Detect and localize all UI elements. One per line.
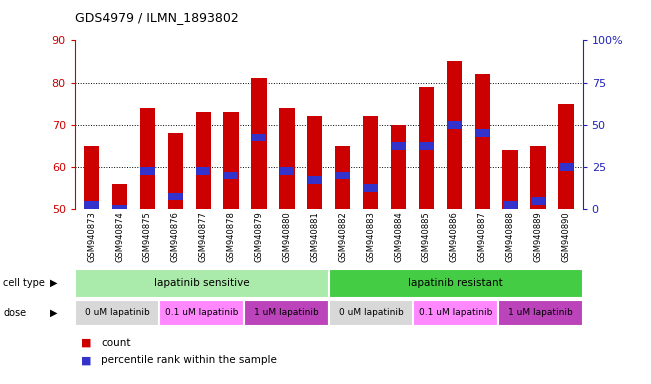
Text: dose: dose: [3, 308, 27, 318]
Bar: [279, 108, 294, 209]
Text: GSM940873: GSM940873: [87, 211, 96, 262]
Bar: [419, 87, 434, 209]
Text: lapatinib resistant: lapatinib resistant: [408, 278, 503, 288]
Bar: [112, 205, 127, 213]
Bar: [531, 146, 546, 209]
Bar: [75, 269, 329, 298]
Text: GSM940885: GSM940885: [422, 211, 431, 262]
Bar: [531, 197, 546, 205]
Bar: [252, 134, 266, 141]
Text: GSM940888: GSM940888: [506, 211, 514, 262]
Text: GSM940877: GSM940877: [199, 211, 208, 262]
Text: 0 uM lapatinib: 0 uM lapatinib: [339, 308, 404, 317]
Text: GSM940878: GSM940878: [227, 211, 236, 262]
Text: GSM940874: GSM940874: [115, 211, 124, 262]
Text: ▶: ▶: [50, 278, 58, 288]
Bar: [391, 142, 406, 150]
Bar: [251, 78, 267, 209]
Bar: [559, 163, 573, 171]
Bar: [329, 300, 413, 326]
Text: GSM940879: GSM940879: [255, 211, 264, 262]
Bar: [447, 61, 462, 209]
Bar: [168, 133, 183, 209]
Text: percentile rank within the sample: percentile rank within the sample: [101, 355, 277, 365]
Bar: [224, 172, 238, 179]
Bar: [391, 125, 406, 209]
Bar: [363, 184, 378, 192]
Text: 0.1 uM lapatinib: 0.1 uM lapatinib: [165, 308, 238, 317]
Bar: [335, 146, 350, 209]
Text: GDS4979 / ILMN_1893802: GDS4979 / ILMN_1893802: [75, 12, 239, 25]
Text: GSM940884: GSM940884: [394, 211, 403, 262]
Bar: [498, 300, 583, 326]
Bar: [112, 184, 127, 209]
Text: ■: ■: [81, 338, 92, 348]
Text: GSM940881: GSM940881: [311, 211, 319, 262]
Bar: [335, 172, 350, 179]
Bar: [329, 269, 583, 298]
Bar: [84, 146, 99, 209]
Bar: [140, 108, 155, 209]
Text: ▶: ▶: [50, 308, 58, 318]
Bar: [85, 201, 99, 209]
Bar: [140, 167, 155, 175]
Bar: [363, 116, 378, 209]
Bar: [475, 129, 490, 137]
Text: GSM940889: GSM940889: [534, 211, 542, 262]
Bar: [307, 116, 322, 209]
Text: GSM940887: GSM940887: [478, 211, 487, 262]
Text: GSM940883: GSM940883: [366, 211, 375, 262]
Text: 0 uM lapatinib: 0 uM lapatinib: [85, 308, 150, 317]
Text: GSM940880: GSM940880: [283, 211, 292, 262]
Bar: [447, 121, 462, 129]
Text: 0.1 uM lapatinib: 0.1 uM lapatinib: [419, 308, 492, 317]
Bar: [413, 300, 498, 326]
Bar: [75, 300, 159, 326]
Text: GSM940875: GSM940875: [143, 211, 152, 262]
Text: GSM940876: GSM940876: [171, 211, 180, 262]
Bar: [503, 201, 518, 209]
Text: GSM940882: GSM940882: [339, 211, 347, 262]
Bar: [159, 300, 244, 326]
Bar: [503, 150, 518, 209]
Bar: [558, 104, 574, 209]
Bar: [168, 193, 182, 200]
Text: GSM940890: GSM940890: [561, 211, 570, 262]
Bar: [419, 142, 434, 150]
Text: 1 uM lapatinib: 1 uM lapatinib: [508, 308, 573, 317]
Bar: [195, 112, 211, 209]
Bar: [223, 112, 239, 209]
Bar: [475, 74, 490, 209]
Text: cell type: cell type: [3, 278, 45, 288]
Bar: [244, 300, 329, 326]
Text: ■: ■: [81, 355, 92, 365]
Text: 1 uM lapatinib: 1 uM lapatinib: [254, 308, 319, 317]
Text: lapatinib sensitive: lapatinib sensitive: [154, 278, 249, 288]
Bar: [280, 167, 294, 175]
Text: count: count: [101, 338, 130, 348]
Bar: [196, 167, 210, 175]
Text: GSM940886: GSM940886: [450, 211, 459, 262]
Bar: [307, 176, 322, 184]
